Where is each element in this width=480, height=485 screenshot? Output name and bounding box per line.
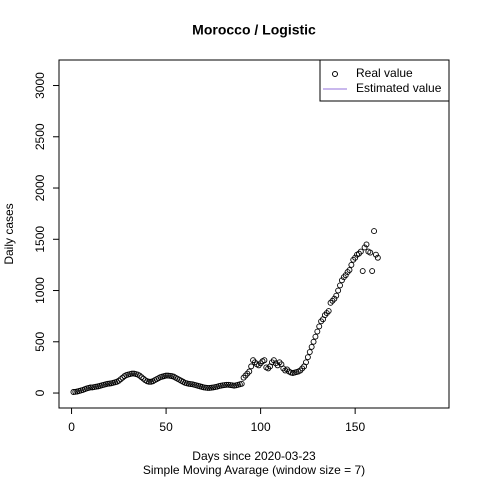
subtitle: Simple Moving Avarage (window size = 7) (143, 463, 365, 477)
point (361, 244, 368, 251)
point (337, 282, 343, 289)
point (163, 372, 170, 379)
point (304, 354, 311, 361)
point (359, 268, 366, 275)
point (246, 368, 253, 375)
point (115, 377, 122, 384)
point (274, 362, 281, 369)
y-axis-label: Daily cases (2, 203, 16, 264)
point (371, 228, 378, 235)
point (374, 254, 381, 261)
legend-label: Estimated value (356, 81, 442, 95)
point (308, 343, 315, 350)
point (372, 251, 379, 258)
point (316, 323, 323, 330)
legend-symbol (332, 71, 338, 77)
point (363, 241, 370, 248)
point (87, 384, 94, 391)
legend-label: Real value (356, 66, 413, 80)
plot-box (58, 59, 450, 409)
y-tick-label: 2500 (33, 123, 47, 150)
y-tick-label: 2000 (33, 174, 47, 201)
x-axis-label: Days since 2020-03-23 (192, 449, 316, 463)
point (306, 349, 313, 355)
point (221, 382, 228, 388)
y-tick-label: 3000 (33, 72, 47, 99)
point (223, 381, 230, 388)
point (348, 261, 355, 268)
point (70, 389, 77, 395)
point (202, 384, 209, 391)
x-tick-label: 150 (345, 420, 365, 434)
point (204, 384, 211, 391)
point (146, 378, 153, 385)
point (185, 380, 192, 387)
point (369, 268, 376, 275)
point (335, 287, 342, 294)
legend-box (319, 59, 450, 102)
point (310, 338, 317, 345)
point (138, 374, 145, 381)
point (225, 381, 232, 388)
point (104, 380, 111, 387)
point (342, 272, 349, 279)
point (346, 267, 353, 273)
point (357, 248, 364, 255)
point (367, 249, 374, 256)
x-tick-label: 0 (68, 420, 75, 434)
point (333, 292, 340, 299)
point (325, 308, 332, 314)
point (206, 384, 213, 391)
point (314, 328, 321, 335)
point (238, 380, 245, 387)
point (136, 372, 143, 379)
y-tick-label: 1500 (33, 226, 47, 253)
point (117, 376, 124, 383)
point (312, 333, 319, 340)
x-tick-label: 100 (251, 420, 271, 434)
y-tick-label: 500 (33, 331, 47, 351)
point (165, 372, 171, 379)
point (270, 357, 277, 364)
point (331, 295, 338, 302)
point (352, 254, 359, 261)
point (303, 359, 309, 366)
point (261, 357, 268, 364)
chart-title: Morocco / Logistic (192, 22, 316, 38)
y-tick-label: 0 (33, 389, 47, 396)
point (129, 370, 136, 377)
point (248, 363, 255, 370)
point (338, 277, 345, 284)
y-tick-label: 1000 (33, 277, 47, 304)
x-tick-label: 50 (159, 420, 173, 434)
